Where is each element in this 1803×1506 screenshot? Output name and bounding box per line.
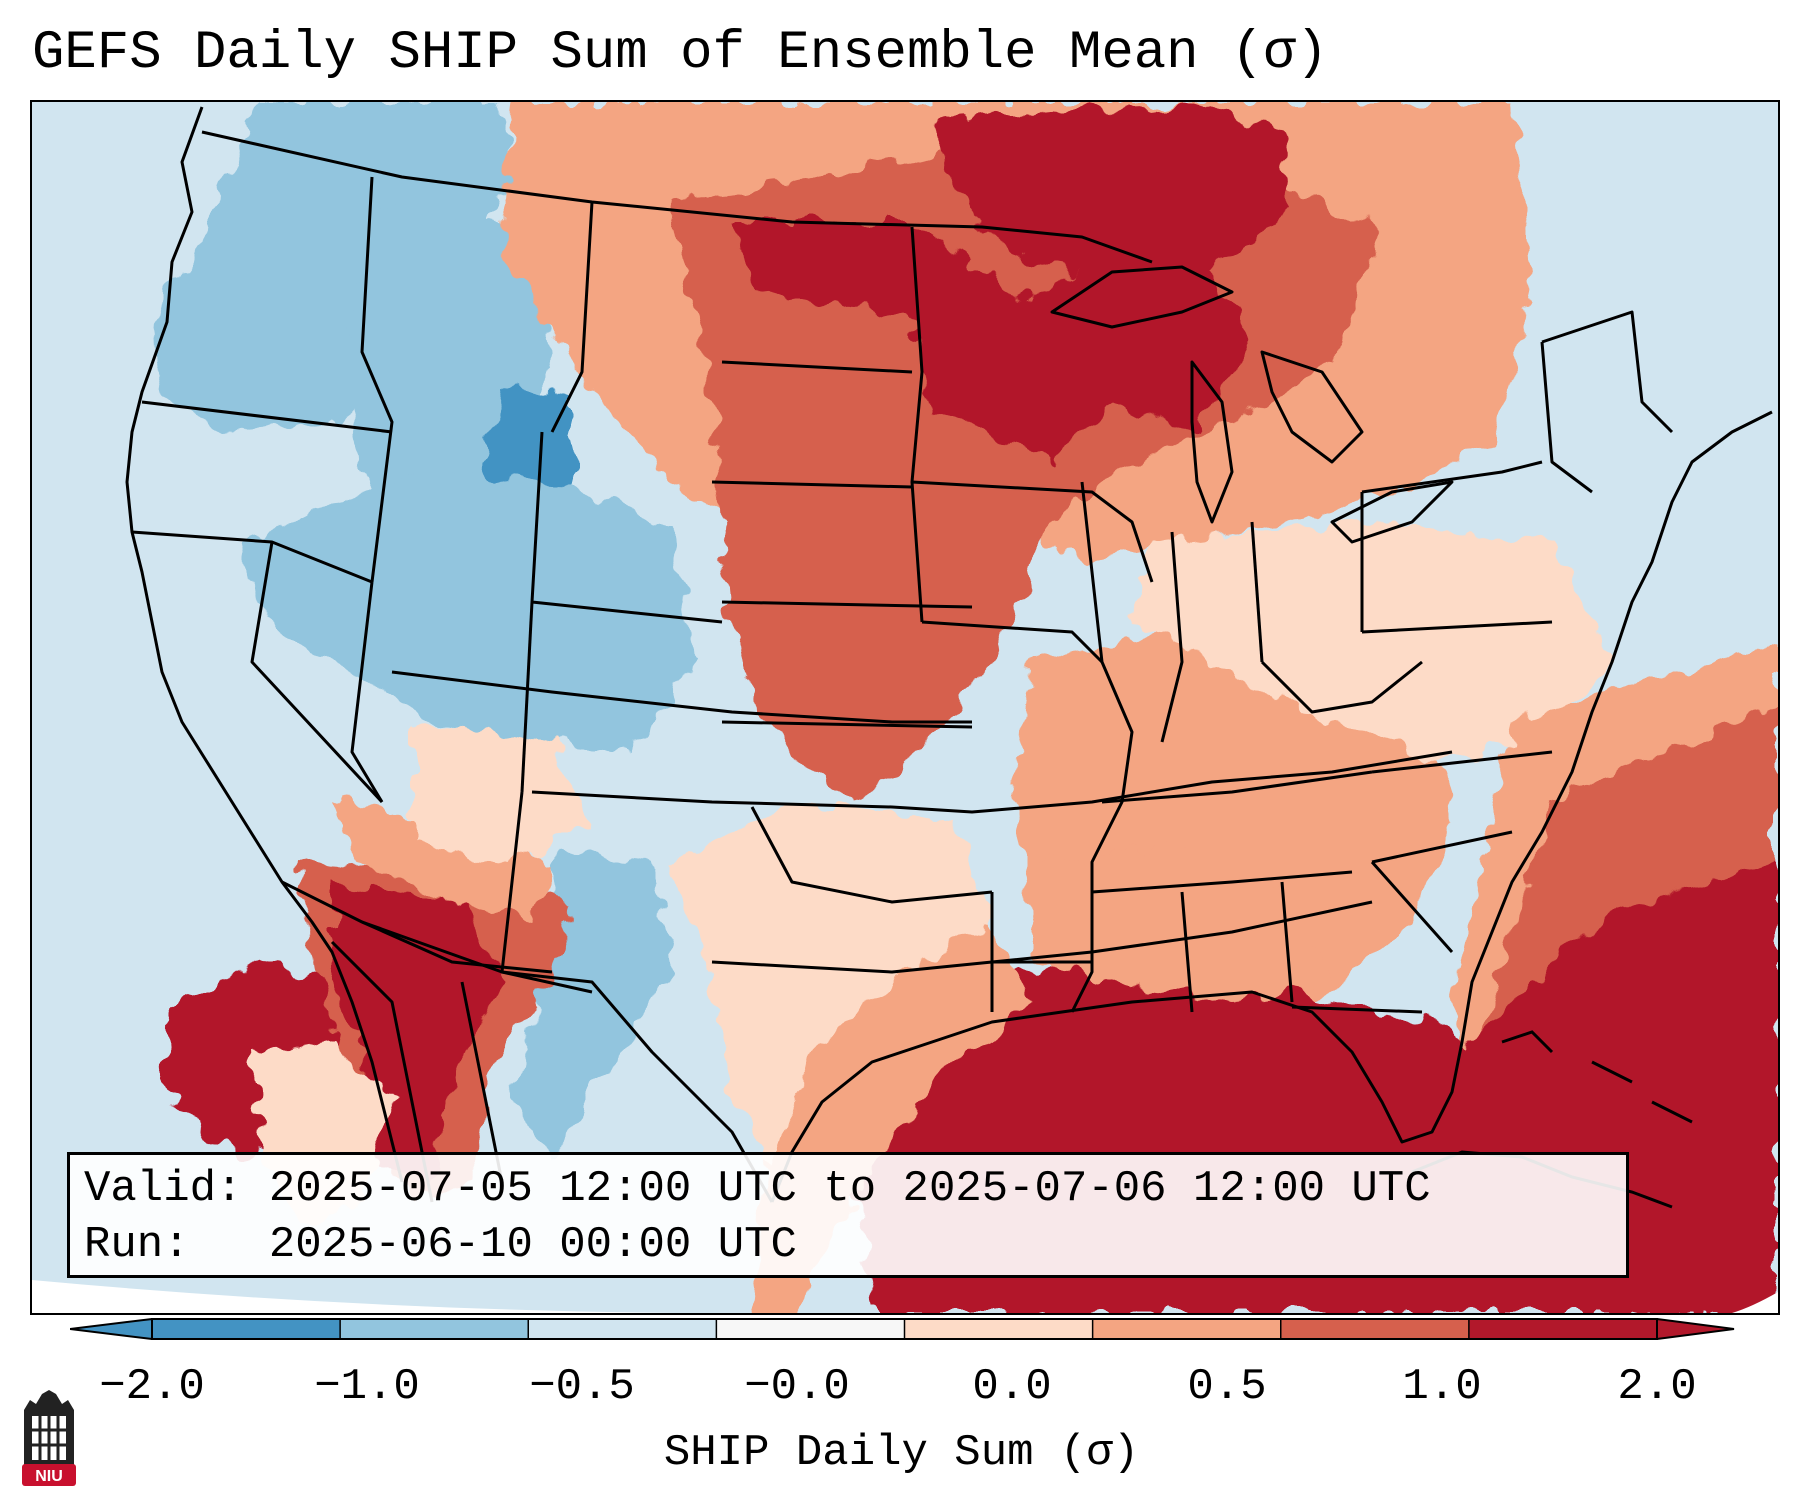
- state-line-co-box: [520, 601, 534, 793]
- state-line-nv-ca: [250, 541, 384, 804]
- figure-title: GEFS Daily SHIP Sum of Ensemble Mean (σ): [32, 23, 1329, 84]
- region-texas-weakpos: [672, 802, 992, 1162]
- state-line-va-nc: [1371, 750, 1553, 774]
- lake-erie: [1330, 480, 1454, 544]
- region-canada-strong: [932, 102, 1292, 282]
- info-box: Valid: 2025-07-05 12:00 UTC to 2025-07-0…: [67, 1152, 1629, 1278]
- west-coastline: [125, 106, 404, 1183]
- region-nw-blue: [152, 102, 512, 432]
- colorbar-segment: [1468, 1319, 1658, 1339]
- lake-superior: [1050, 265, 1234, 329]
- state-line-in-oh: [1250, 521, 1264, 663]
- state-line-37n: [531, 750, 1453, 814]
- colorbar-segment: [904, 1319, 1094, 1339]
- mexico-state-line-2: [460, 981, 504, 1183]
- state-line-ky-tn: [1101, 770, 1373, 804]
- colorbar-segment: [152, 1319, 341, 1339]
- projection-corner-right: [1732, 1292, 1778, 1313]
- region-east-weak: [1132, 522, 1612, 762]
- state-line-pa-ny: [1361, 460, 1543, 494]
- state-line-mn-wi-ia: [911, 480, 1154, 583]
- state-line-35n: [711, 900, 1373, 974]
- state-line-ut-nv: [350, 581, 384, 803]
- colorbar-extend-high: [1656, 1318, 1735, 1340]
- svg-text:NIU: NIU: [35, 1468, 63, 1485]
- state-line-mt-dakotas: [550, 201, 594, 433]
- colorbar-segment: [528, 1319, 717, 1339]
- state-line-sd-ne: [711, 480, 913, 489]
- state-line-new-england: [1541, 310, 1674, 434]
- colorbar-segment: [1280, 1319, 1470, 1339]
- colorbar-tick-label: −0.5: [529, 1362, 635, 1412]
- state-line-il-in: [1160, 531, 1184, 743]
- colorbar-tick-label: 0.0: [972, 1362, 1052, 1412]
- state-line-us-mexico: [361, 920, 774, 1203]
- state-line-ne-ks: [721, 600, 973, 609]
- map-panel[interactable]: [30, 100, 1780, 1315]
- northern-border: [201, 130, 1153, 264]
- state-line-dakotas-mn: [910, 226, 924, 623]
- colorbar-tick-label: 0.5: [1187, 1362, 1267, 1412]
- state-line-al-ga: [1280, 881, 1294, 1003]
- state-line-ga-fl: [1291, 1005, 1423, 1014]
- state-line-id-west: [360, 176, 394, 583]
- state-line-pa-south: [1361, 620, 1553, 634]
- colorbar-label: SHIP Daily Sum (σ): [663, 1428, 1140, 1478]
- colorbar-tick-label: −0.0: [744, 1362, 850, 1412]
- lake-huron: [1260, 350, 1364, 464]
- state-line-nc-sc: [1371, 830, 1513, 864]
- state-line-ia-mo: [921, 620, 1104, 664]
- colorbar-segment: [716, 1319, 905, 1339]
- state-line-ok-tx-red: [750, 806, 993, 904]
- state-line-ga-sc: [1370, 861, 1454, 953]
- gulf-coastline: [770, 410, 1773, 1203]
- state-line-wa-or: [141, 400, 393, 434]
- niu-logo-icon: NIU: [22, 1390, 76, 1486]
- lake-michigan: [1190, 360, 1234, 524]
- colorbar: [70, 1318, 1735, 1340]
- anomaly-field: [32, 102, 1778, 1313]
- state-line-ky-oh-wv: [1260, 660, 1423, 714]
- valid-time: Valid: 2025-07-05 12:00 UTC to 2025-07-0…: [84, 1164, 1431, 1214]
- colorbar-tick-label: 1.0: [1402, 1362, 1482, 1412]
- state-line-ms-al: [1180, 891, 1194, 1013]
- region-dakotas-strong: [732, 222, 1252, 462]
- state-line-ks-ok: [721, 720, 973, 729]
- colorbar-tick-label: 2.0: [1617, 1362, 1697, 1412]
- region-utah-blue: [242, 472, 692, 752]
- state-line-nd-sd: [721, 360, 913, 374]
- bahamas-outline: [1501, 1030, 1693, 1124]
- region-gulf-coast-pos: [1032, 842, 1332, 1002]
- state-line-ny-ne: [1540, 341, 1593, 494]
- state-line-mississippi: [1070, 481, 1134, 1013]
- boundaries: [125, 106, 1773, 1203]
- colorbar-tick-label: −2.0: [99, 1362, 205, 1412]
- state-line-41n: [391, 670, 972, 724]
- projection-corner-left: [32, 1280, 832, 1313]
- run-time: Run: 2025-06-10 00:00 UTC: [84, 1220, 797, 1270]
- state-line-tn-ms-al: [1091, 870, 1353, 894]
- map-svg: [32, 102, 1778, 1313]
- colorbar-segment: [1092, 1319, 1282, 1339]
- region-sw-pos: [332, 802, 552, 922]
- colorbar-tick-label: −1.0: [314, 1362, 420, 1412]
- region-nm-weakpos: [412, 722, 592, 862]
- colorbar-extend-low: [70, 1318, 153, 1340]
- colorbar-segment: [340, 1319, 529, 1339]
